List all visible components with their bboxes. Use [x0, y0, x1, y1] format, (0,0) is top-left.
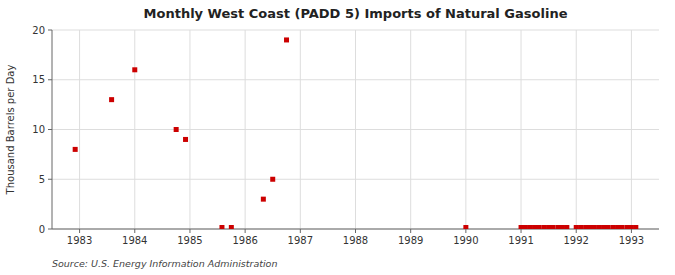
x-tick [576, 229, 577, 233]
x-tick [300, 229, 301, 233]
y-axis-label: Thousand Barrels per Day [5, 65, 16, 196]
x-tick-label: 1983 [67, 235, 92, 246]
x-tick [134, 229, 135, 233]
point [551, 225, 556, 229]
x-tick-label: 1986 [232, 235, 257, 246]
x-tick [410, 229, 411, 233]
x-tick [245, 229, 246, 233]
x-grid-line [576, 30, 577, 229]
x-grid-line [410, 30, 411, 229]
x-tick-label: 1987 [288, 235, 313, 246]
title: Monthly West Coast (PADD 5) Imports of N… [144, 6, 568, 21]
point [109, 97, 114, 102]
y-tick [48, 229, 52, 230]
y-tick [48, 129, 52, 130]
x-grid-line [134, 30, 135, 229]
x-grid-line [79, 30, 80, 229]
x-grid-line [300, 30, 301, 229]
point [601, 225, 606, 229]
x-grid-line [245, 30, 246, 229]
point [261, 197, 266, 202]
y-tick-label: 0 [39, 224, 45, 235]
point [606, 225, 611, 229]
y-tick-label: 20 [32, 25, 45, 36]
point [615, 225, 620, 229]
point [542, 225, 547, 229]
y-tick [48, 179, 52, 180]
x-grid-line [355, 30, 356, 229]
point [588, 225, 593, 229]
point [574, 225, 579, 229]
y-tick [48, 79, 52, 80]
x-tick-label: 1993 [619, 235, 644, 246]
x-grid-line [521, 30, 522, 229]
point [532, 225, 537, 229]
point [132, 67, 137, 72]
point [284, 37, 289, 42]
x-grid-line [465, 30, 466, 229]
x-tick-label: 1991 [508, 235, 533, 246]
x-tick [355, 229, 356, 233]
x-grid-line [189, 30, 190, 229]
point [578, 225, 583, 229]
x-tick-label: 1989 [398, 235, 423, 246]
point [519, 225, 524, 229]
point [219, 225, 224, 229]
x-tick [521, 229, 522, 233]
point [629, 225, 634, 229]
x-tick-label: 1984 [122, 235, 147, 246]
x-tick-label: 1992 [564, 235, 589, 246]
y-tick [48, 30, 52, 31]
point [229, 225, 234, 229]
point [528, 225, 533, 229]
point [73, 147, 78, 152]
x-tick [465, 229, 466, 233]
x-tick [189, 229, 190, 233]
point [583, 225, 588, 229]
point [463, 225, 468, 229]
point [523, 225, 528, 229]
chart: 1983 1984 1985 1986 1987 1988 1989 1990 1991 1992… [0, 0, 675, 275]
x-grid-line [631, 30, 632, 229]
point [537, 225, 542, 229]
point [556, 225, 561, 229]
x-tick [79, 229, 80, 233]
chart-container: 1983 1984 1985 1986 1987 1988 1989 1990 1991 1992… [0, 0, 675, 275]
point [624, 225, 629, 229]
points [73, 37, 639, 229]
point [546, 225, 551, 229]
grid [52, 30, 659, 229]
point [270, 177, 275, 182]
y-tick-label: 15 [32, 74, 45, 85]
point [564, 225, 569, 229]
y-tick-label: 5 [39, 174, 45, 185]
point [560, 225, 565, 229]
x-tick [631, 229, 632, 233]
point [611, 225, 616, 229]
point [592, 225, 597, 229]
y-tick-label: 10 [32, 124, 45, 135]
x-tick-label: 1988 [343, 235, 368, 246]
x-tick-label: 1990 [453, 235, 478, 246]
source: Source: U.S. Energy Information Administ… [52, 258, 277, 269]
point [633, 225, 638, 229]
point [174, 127, 179, 132]
point [620, 225, 625, 229]
point [183, 137, 188, 142]
point [597, 225, 602, 229]
x-tick-label: 1985 [177, 235, 202, 246]
